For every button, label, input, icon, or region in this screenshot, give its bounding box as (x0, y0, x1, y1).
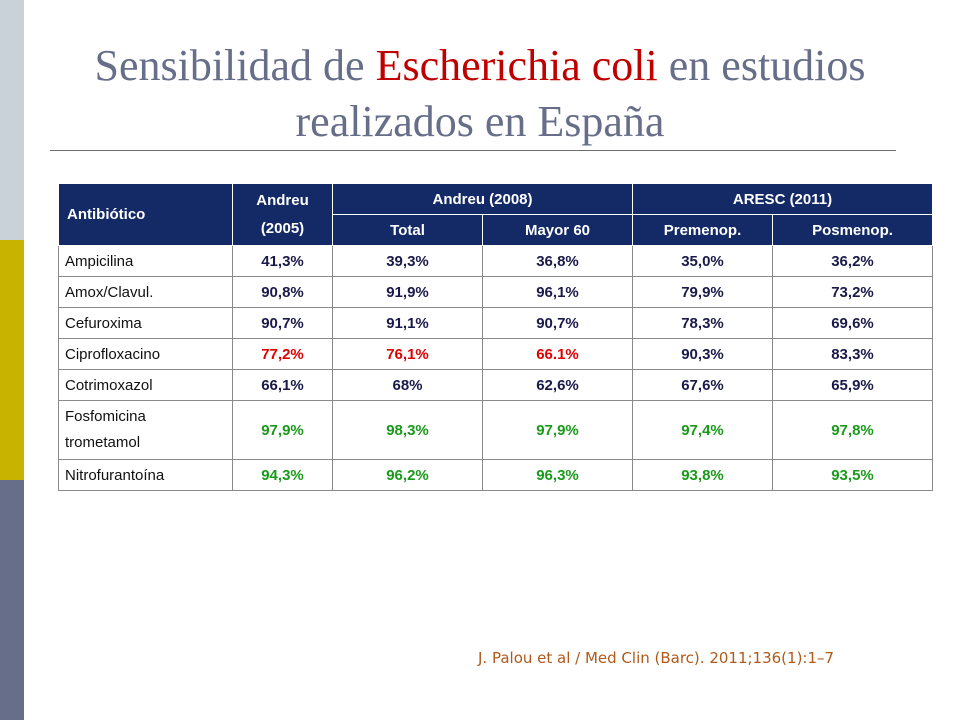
sensitivity-table: Antibiótico Andreu (2005) Andreu (2008) … (58, 183, 933, 491)
header-posmenop: Posmenop. (772, 214, 933, 246)
citation: J. Palou et al / Med Clin (Barc). 2011;1… (478, 649, 835, 667)
value-cell: 91,1% (332, 307, 483, 339)
antibiotic-name: Ampicilina (58, 245, 233, 277)
side-bar-bottom (0, 480, 24, 720)
header-andreu-2005-line2: (2005) (260, 219, 305, 237)
table-row: Fosfomicina trometamol 97,9% 98,3% 97,9% 97,4… (58, 400, 933, 460)
value-cell: 96,2% (332, 459, 483, 491)
table-row: Cefuroxima 90,7% 91,1% 90,7% 78,3% 69,6% (58, 307, 933, 339)
value-cell: 90,7% (482, 307, 633, 339)
value-cell: 76,1% (332, 338, 483, 370)
value-cell: 65,9% (772, 369, 933, 401)
antibiotic-name-line2: trometamol (65, 434, 141, 451)
value-cell: 93,5% (772, 459, 933, 491)
header-andreu-2005: Andreu (2005) (232, 183, 333, 246)
table-row: Amox/Clavul. 90,8% 91,9% 96,1% 79,9% 73,2% (58, 276, 933, 308)
antibiotic-name: Nitrofurantoína (58, 459, 233, 491)
value-cell: 78,3% (632, 307, 773, 339)
value-cell: 97,9% (482, 400, 633, 460)
value-cell: 36,8% (482, 245, 633, 277)
value-cell: 41,3% (232, 245, 333, 277)
value-cell: 97,9% (232, 400, 333, 460)
value-cell: 98,3% (332, 400, 483, 460)
value-cell: 97,8% (772, 400, 933, 460)
table-row: Ciprofloxacino 77,2% 76,1% 66.1% 90,3% 83,3% (58, 338, 933, 370)
antibiotic-name: Cotrimoxazol (58, 369, 233, 401)
antibiotic-name: Amox/Clavul. (58, 276, 233, 308)
side-bar-middle (0, 240, 24, 480)
value-cell: 62,6% (482, 369, 633, 401)
header-total: Total (332, 214, 483, 246)
table-row: Ampicilina 41,3% 39,3% 36,8% 35,0% 36,2% (58, 245, 933, 277)
header-premenop: Premenop. (632, 214, 773, 246)
title-part1: Sensibilidad de (94, 41, 376, 90)
table-row: Cotrimoxazol 66,1% 68% 62,6% 67,6% 65,9% (58, 369, 933, 401)
table-body: Ampicilina 41,3% 39,3% 36,8% 35,0% 36,2% Amox/… (58, 245, 933, 491)
value-cell: 39,3% (332, 245, 483, 277)
value-cell: 77,2% (232, 338, 333, 370)
value-cell: 90,8% (232, 276, 333, 308)
header-andreu-2008: Andreu (2008) (332, 183, 633, 215)
antibiotic-name: Cefuroxima (58, 307, 233, 339)
antibiotic-name-line1: Fosfomicina (65, 408, 146, 425)
table-row: Nitrofurantoína 94,3% 96,2% 96,3% 93,8% 93,5% (58, 459, 933, 491)
slide-title: Sensibilidad de Escherichia coli en estu… (24, 38, 936, 150)
value-cell: 96,3% (482, 459, 633, 491)
title-highlight: Escherichia coli (375, 41, 658, 90)
value-cell: 90,7% (232, 307, 333, 339)
value-cell: 91,9% (332, 276, 483, 308)
antibiotic-name: Fosfomicina trometamol (58, 400, 233, 460)
header-aresc-2011: ARESC (2011) (632, 183, 933, 215)
value-cell: 68% (332, 369, 483, 401)
antibiotic-name: Ciprofloxacino (58, 338, 233, 370)
header-andreu-2005-line1: Andreu (256, 191, 309, 209)
value-cell: 97,4% (632, 400, 773, 460)
title-part2: en estudios (657, 41, 866, 90)
title-line2: realizados en España (295, 97, 665, 146)
title-underline (50, 150, 896, 151)
value-cell: 66.1% (482, 338, 633, 370)
value-cell: 93,8% (632, 459, 773, 491)
value-cell: 83,3% (772, 338, 933, 370)
value-cell: 67,6% (632, 369, 773, 401)
value-cell: 79,9% (632, 276, 773, 308)
value-cell: 96,1% (482, 276, 633, 308)
value-cell: 36,2% (772, 245, 933, 277)
header-antibiotic: Antibiótico (58, 183, 233, 246)
value-cell: 69,6% (772, 307, 933, 339)
value-cell: 35,0% (632, 245, 773, 277)
header-mayor-60: Mayor 60 (482, 214, 633, 246)
value-cell: 94,3% (232, 459, 333, 491)
side-bar-top (0, 0, 24, 240)
value-cell: 90,3% (632, 338, 773, 370)
value-cell: 73,2% (772, 276, 933, 308)
value-cell: 66,1% (232, 369, 333, 401)
